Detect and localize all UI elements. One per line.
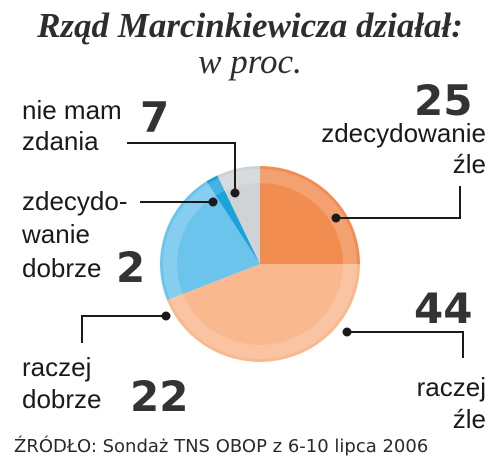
pie-slice-nie-mam-zdania	[217, 166, 260, 264]
label-zdecydowanie-zle-line1: zdecydowanie	[321, 118, 486, 148]
label-zdecydowanie-zle-line2: źle	[452, 149, 486, 179]
pie-slice-raczej-dobrze	[159, 181, 260, 301]
label-nie-mam-zdania-line1: nie mam	[22, 95, 122, 125]
leader-dot-zdecydowanie-zle	[331, 213, 341, 223]
pie-slice-zdecydowanie-dobrze	[206, 175, 260, 264]
source-note: ŹRÓDŁO: Sondaż TNS OBOP z 6-10 lipca 200…	[14, 436, 429, 457]
leader-dot-nie-mam-zdania	[230, 188, 240, 198]
leader-dot-raczej-zle	[342, 327, 352, 337]
pie-rim-highlight	[163, 169, 357, 359]
leader-dot-zdecydowanie-dobrze	[208, 197, 218, 207]
leader-lines	[81, 142, 464, 358]
label-raczej-dobrze-line2: dobrze	[22, 384, 102, 414]
value-raczej-dobrze: 22	[130, 372, 189, 421]
label-nie-mam-zdania-line2: zdania	[22, 126, 99, 156]
chart-subtitle: w proc.	[198, 42, 302, 81]
value-zdecydowanie-zle: 25	[414, 76, 473, 125]
value-raczej-zle: 44	[414, 284, 473, 333]
label-raczej-zle-line1: raczej	[416, 372, 486, 402]
label-raczej-dobrze-line1: raczej	[22, 352, 92, 382]
label-zdecydowanie-dobrze-line3: dobrze	[22, 253, 102, 283]
label-raczej-zle-line2: źle	[452, 404, 486, 434]
pie-slice-raczej-źle	[167, 264, 360, 363]
chart-title: Rząd Marcinkiewicza działał:	[37, 6, 463, 45]
leader-line-raczej-dobrze	[81, 315, 166, 343]
leader-line-zdecydowanie-zle	[336, 186, 461, 219]
value-nie-mam-zdania: 7	[140, 93, 170, 142]
leader-line-nie-mam-zdania	[127, 142, 236, 193]
value-zdecydowanie-dobrze: 2	[116, 243, 146, 292]
leader-line-raczej-zle	[347, 331, 464, 358]
pie-slices	[159, 166, 360, 363]
label-zdecydowanie-dobrze-line1: zdecydo-	[22, 186, 128, 216]
leader-dot-raczej-dobrze	[161, 311, 171, 321]
label-zdecydowanie-dobrze-line2: wanie	[22, 219, 90, 249]
pie-slice-zdecydowanie-źle	[260, 166, 360, 264]
